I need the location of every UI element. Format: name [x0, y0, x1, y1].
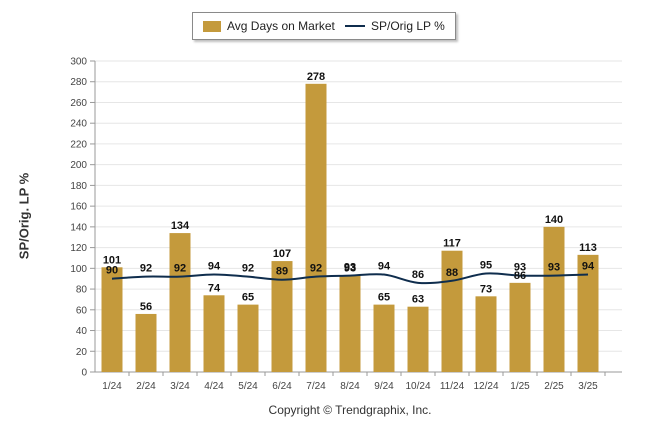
bar-value-label: 134	[171, 220, 190, 232]
bar-value-label: 86	[514, 270, 526, 282]
x-tick-label: 8/24	[340, 381, 360, 392]
bar-7-24[interactable]	[305, 83, 327, 372]
legend-item-days-on-market[interactable]: Avg Days on Market	[203, 19, 335, 33]
line-value-label: 92	[242, 263, 254, 275]
bar-value-label: 107	[273, 248, 291, 260]
bar-value-label: 74	[208, 282, 221, 294]
line-value-label: 90	[106, 265, 118, 277]
bar-5-24[interactable]	[237, 304, 259, 372]
y-tick-label: 140	[70, 222, 87, 233]
line-value-label: 89	[276, 266, 288, 278]
line-value-label: 92	[140, 263, 152, 275]
data-labels: 101 56 134 74 65 107 278 93 65 63 117 73 86 140 113 90 9…	[103, 71, 597, 313]
bar-4-24[interactable]	[203, 295, 225, 372]
line-value-label: 93	[344, 262, 356, 274]
bars	[101, 83, 599, 372]
bar-value-label: 65	[242, 292, 254, 304]
y-tick-label: 220	[70, 139, 87, 150]
bar-10-24[interactable]	[407, 306, 429, 372]
legend-line-label: SP/Orig LP %	[371, 19, 445, 33]
line-value-label: 88	[446, 267, 458, 279]
bar-8-24[interactable]	[339, 275, 361, 372]
y-axis-ticks: 0 20 40 60 80 100 120 140 160 180 200 220 240 260 280 3…	[70, 57, 96, 379]
bar-2-24[interactable]	[135, 313, 157, 372]
y-tick-label: 240	[70, 119, 87, 130]
y-tick-label: 100	[70, 264, 87, 275]
x-tick-label: 2/25	[544, 381, 564, 392]
line-series	[111, 272, 589, 285]
bar-3-25[interactable]	[577, 254, 599, 372]
legend-line-swatch	[345, 25, 365, 27]
y-tick-label: 260	[70, 98, 87, 109]
y-tick-label: 40	[76, 326, 88, 337]
bar-1-25[interactable]	[509, 282, 531, 372]
y-tick-label: 120	[70, 243, 87, 254]
line-value-label: 95	[480, 260, 492, 272]
x-tick-label: 9/24	[374, 381, 394, 392]
legend: Avg Days on Market SP/Orig LP %	[192, 12, 456, 40]
x-tick-label: 2/24	[136, 381, 156, 392]
bar-value-label: 278	[307, 71, 325, 83]
legend-item-sp-orig-lp[interactable]: SP/Orig LP %	[345, 19, 445, 33]
y-tick-label: 300	[70, 57, 87, 68]
line-value-label: 93	[548, 262, 560, 274]
bar-3-24[interactable]	[169, 233, 191, 372]
y-tick-label: 0	[81, 368, 87, 379]
y-tick-label: 180	[70, 181, 87, 192]
bar-value-label: 63	[412, 294, 424, 306]
bar-2-25[interactable]	[543, 226, 565, 372]
x-tick-label: 7/24	[306, 381, 326, 392]
line-value-label: 94	[208, 261, 221, 273]
bar-value-label: 117	[443, 238, 461, 250]
x-tick-label: 6/24	[272, 381, 292, 392]
legend-bar-swatch	[203, 20, 221, 32]
x-tick-label: 1/25	[510, 381, 530, 392]
bar-value-label: 113	[579, 242, 597, 254]
bar-value-label: 73	[480, 283, 492, 295]
x-tick-label: 3/24	[170, 381, 190, 392]
line-value-label: 94	[378, 261, 391, 273]
line-value-label: 86	[412, 269, 424, 281]
line-value-label: 94	[582, 261, 595, 273]
y-tick-label: 60	[76, 305, 88, 316]
line-value-label: 92	[310, 263, 322, 275]
x-tick-label: 3/25	[578, 381, 598, 392]
x-tick-label: 12/24	[473, 381, 498, 392]
bar-9-24[interactable]	[373, 304, 395, 372]
y-tick-label: 280	[70, 77, 87, 88]
copyright-text: Copyright © Trendgraphix, Inc.	[268, 403, 432, 417]
y-axis-label: SP/Orig. LP %	[16, 172, 32, 260]
x-tick-label: 5/24	[238, 381, 258, 392]
bar-value-label: 101	[103, 254, 121, 266]
y-tick-label: 200	[70, 160, 87, 171]
x-axis-ticks: 1/24 2/24 3/24 4/24 5/24 6/24 7/24 8/24 9/24 10/2…	[102, 372, 606, 392]
bar-6-24[interactable]	[271, 261, 293, 372]
y-tick-label: 20	[76, 347, 88, 358]
x-tick-label: 10/24	[405, 381, 430, 392]
x-tick-label: 1/24	[102, 381, 122, 392]
y-tick-label: 160	[70, 202, 87, 213]
y-tick-label: 80	[76, 285, 88, 296]
line-value-label: 92	[174, 263, 186, 275]
line-value-label: 93	[514, 262, 526, 274]
x-tick-label: 4/24	[204, 381, 224, 392]
x-tick-label: 11/24	[440, 381, 465, 392]
sp-orig-lp-line[interactable]	[111, 272, 589, 285]
legend-bar-label: Avg Days on Market	[227, 19, 335, 33]
bar-12-24[interactable]	[475, 296, 497, 372]
bar-value-label: 93	[344, 263, 356, 275]
bar-1-24[interactable]	[101, 267, 123, 372]
bar-value-label: 65	[378, 292, 390, 304]
bar-value-label: 56	[140, 301, 152, 313]
bar-value-label: 140	[545, 214, 563, 226]
